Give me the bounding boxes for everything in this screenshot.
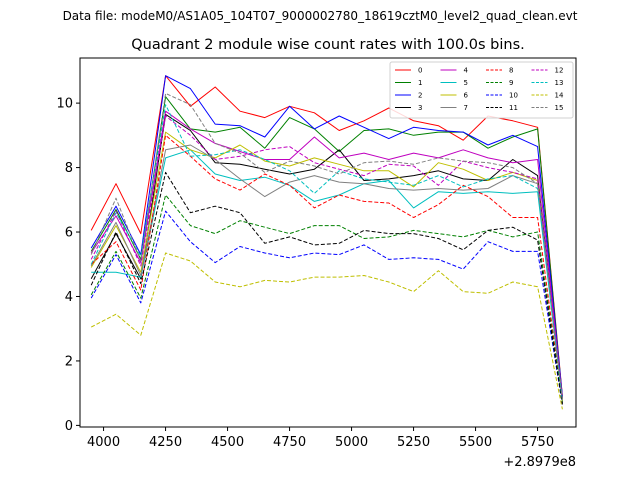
y-tick-label: 2 bbox=[65, 354, 73, 369]
chart-title: Quadrant 2 module wise count rates with … bbox=[131, 37, 525, 53]
y-tick-label: 10 bbox=[56, 97, 73, 112]
x-axis: 4000 4250 4500 4750 5000 5250 5500 5750 bbox=[87, 427, 554, 450]
legend-label-module-2: 2 bbox=[418, 92, 422, 100]
series-line-module-15 bbox=[90, 92, 563, 400]
y-axis: 0 2 4 6 8 10 bbox=[56, 97, 80, 434]
series-line-module-8 bbox=[90, 134, 563, 403]
series-line-module-7 bbox=[90, 144, 563, 400]
legend-label-module-6: 6 bbox=[464, 92, 469, 100]
legend-label-module-11: 11 bbox=[509, 104, 518, 112]
legend-label-module-10: 10 bbox=[509, 92, 518, 100]
x-axis-offset-label: +2.8979e8 bbox=[503, 455, 576, 470]
series-line-module-14 bbox=[90, 252, 563, 410]
x-tick-label: 5750 bbox=[521, 435, 554, 450]
legend-label-module-3: 3 bbox=[418, 104, 422, 112]
x-tick-label: 5500 bbox=[459, 435, 492, 450]
x-tick-label: 4500 bbox=[211, 435, 244, 450]
legend-label-module-15: 15 bbox=[555, 104, 564, 112]
legend-label-module-1: 1 bbox=[418, 79, 422, 87]
series-line-module-9 bbox=[90, 194, 563, 403]
legend-label-module-0: 0 bbox=[418, 67, 422, 75]
legend-label-module-7: 7 bbox=[464, 104, 468, 112]
series-line-module-10 bbox=[90, 210, 563, 405]
legend-label-module-9: 9 bbox=[509, 79, 513, 87]
series-line-module-6 bbox=[90, 131, 563, 402]
legend-label-module-12: 12 bbox=[555, 67, 564, 75]
x-tick-label: 5250 bbox=[397, 435, 430, 450]
legend-label-module-13: 13 bbox=[555, 79, 564, 87]
y-tick-label: 8 bbox=[65, 161, 73, 176]
x-tick-label: 4750 bbox=[273, 435, 306, 450]
figure-suptitle: Data file: modeM0/AS1A05_104T07_90000027… bbox=[63, 9, 578, 23]
series-line-module-1 bbox=[90, 96, 563, 399]
legend-label-module-14: 14 bbox=[555, 92, 564, 100]
legend-label-module-5: 5 bbox=[464, 79, 468, 87]
legend-label-module-8: 8 bbox=[509, 67, 513, 75]
legend-box bbox=[389, 61, 574, 119]
x-tick-label: 4250 bbox=[149, 435, 182, 450]
series-line-module-12 bbox=[90, 115, 563, 400]
y-tick-label: 4 bbox=[65, 290, 73, 305]
series-line-module-2 bbox=[90, 75, 563, 397]
series-line-module-13 bbox=[90, 104, 563, 402]
y-tick-label: 0 bbox=[65, 419, 73, 434]
x-tick-label: 5000 bbox=[335, 435, 368, 450]
legend-label-module-4: 4 bbox=[464, 67, 469, 75]
series-line-module-11 bbox=[90, 171, 563, 405]
y-tick-label: 6 bbox=[65, 226, 73, 241]
plot-area-frame bbox=[79, 57, 577, 428]
series-line-module-5 bbox=[91, 149, 563, 402]
series-line-module-3 bbox=[90, 113, 563, 400]
x-tick-label: 4000 bbox=[87, 435, 120, 450]
series-layer bbox=[90, 75, 563, 410]
series-line-module-0 bbox=[90, 75, 563, 397]
